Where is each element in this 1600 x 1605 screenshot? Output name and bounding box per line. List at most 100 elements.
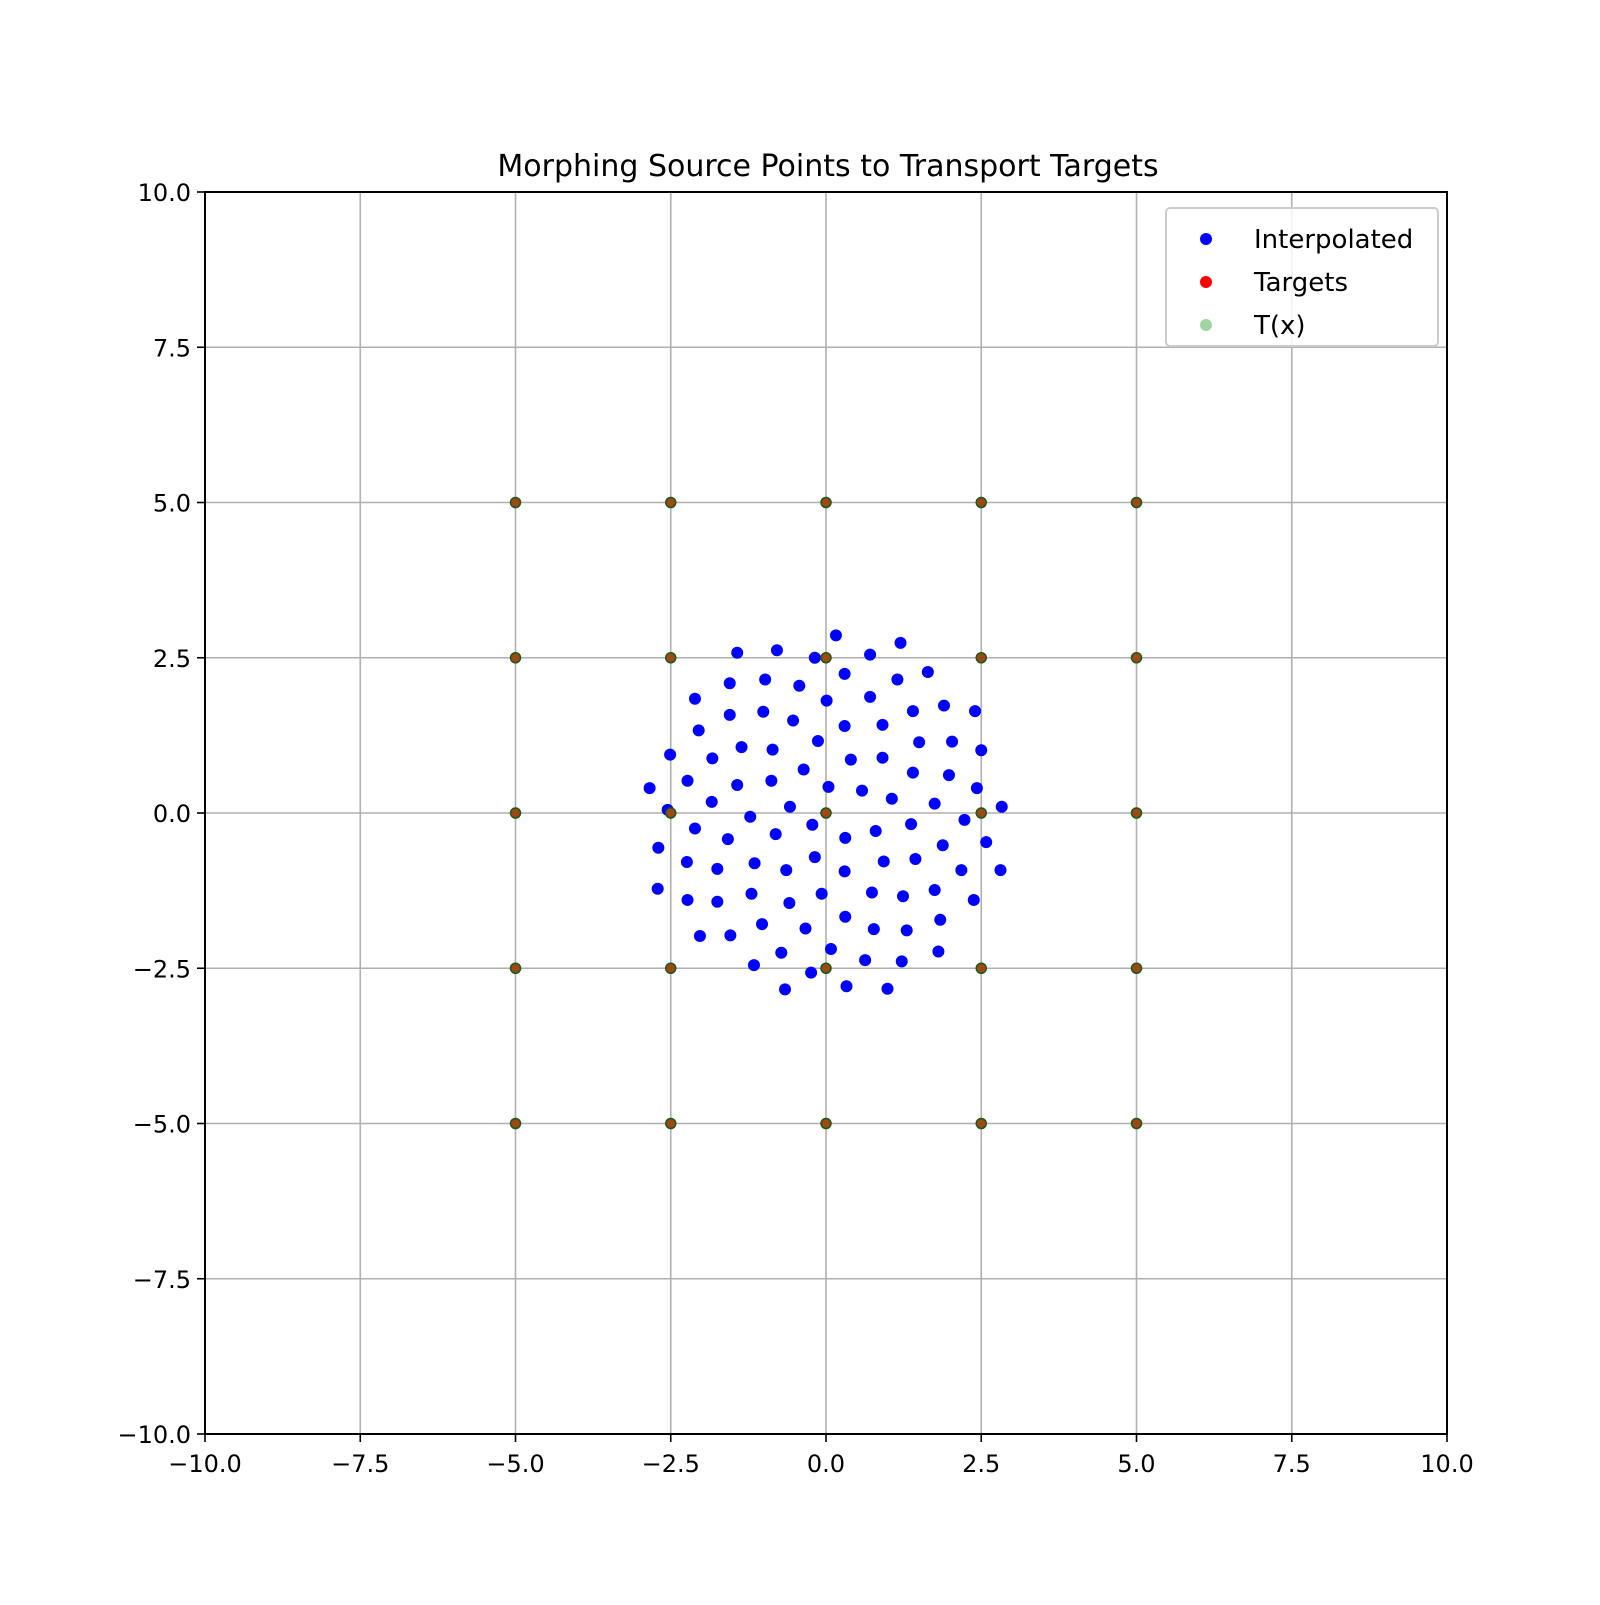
transport-point — [665, 1117, 677, 1130]
target-point — [821, 808, 831, 818]
interpolated-point — [735, 741, 748, 754]
transport-point — [665, 962, 677, 974]
interpolated-point — [731, 646, 744, 659]
chart-title: Morphing Source Points to Transport Targ… — [497, 149, 1158, 184]
interpolated-point — [900, 924, 913, 937]
interpolated-point — [955, 864, 968, 877]
target-point — [665, 808, 676, 818]
target-point — [510, 808, 521, 818]
interpolated-point — [864, 648, 877, 661]
transport-point — [665, 807, 677, 819]
interpolated-point — [688, 692, 701, 705]
interpolated-point — [967, 893, 980, 906]
interpolated-point — [994, 864, 1007, 877]
interpolated-point — [867, 923, 880, 936]
interpolated-point — [775, 946, 788, 959]
interpolated-point — [970, 782, 983, 795]
interpolated-point — [906, 766, 919, 779]
interpolated-point — [793, 679, 806, 692]
interpolated-point — [829, 629, 842, 642]
interpolated-point — [844, 753, 857, 766]
y-tick-label: −10.0 — [117, 1421, 191, 1449]
interpolated-point — [905, 818, 918, 831]
target-point — [665, 963, 676, 974]
interpolated-point — [937, 699, 950, 712]
legend-label: Interpolated — [1254, 225, 1413, 255]
interpolated-point — [811, 734, 824, 747]
transport-point — [509, 807, 522, 819]
interpolated-point — [805, 966, 818, 979]
transport-point — [665, 496, 677, 509]
interpolated-point — [958, 813, 971, 826]
target-point — [976, 963, 987, 974]
interpolated-point — [787, 714, 800, 727]
interpolated-point — [864, 690, 877, 703]
interpolated-point — [706, 752, 719, 765]
interpolated-point — [936, 839, 949, 852]
transport-point — [509, 496, 522, 509]
y-tick-label: −5.0 — [133, 1111, 191, 1139]
target-point — [510, 652, 521, 663]
interpolated-point — [838, 865, 851, 878]
interpolated-point — [693, 929, 706, 942]
interpolated-point — [766, 743, 779, 756]
interpolated-point — [885, 792, 898, 805]
transport-point — [975, 1117, 987, 1130]
data-points — [509, 496, 1143, 1130]
transport-point — [820, 962, 832, 974]
y-tick-label: −7.5 — [133, 1266, 191, 1294]
target-point — [1131, 808, 1142, 818]
legend-marker-interpolated — [1200, 233, 1212, 245]
interpolated-point — [808, 651, 821, 664]
x-tick-label: 10.0 — [1420, 1450, 1473, 1478]
y-tick-label: 10.0 — [138, 179, 191, 207]
interpolated-point — [928, 884, 941, 897]
transport-point — [509, 652, 522, 664]
transport-point — [975, 496, 987, 509]
legend-marker-targets — [1200, 276, 1212, 288]
interpolated-point — [969, 705, 982, 718]
transport-point — [665, 652, 677, 664]
interpolated-point — [928, 797, 941, 810]
x-tick-label: 2.5 — [962, 1450, 1000, 1478]
target-point — [1131, 1118, 1142, 1129]
x-tick-label: 0.0 — [807, 1450, 845, 1478]
x-tick-label: 7.5 — [1273, 1450, 1311, 1478]
interpolated-point — [856, 784, 869, 797]
interpolated-point — [995, 800, 1008, 813]
legend-box — [1165, 207, 1439, 347]
interpolated-point — [897, 890, 910, 903]
interpolated-point — [942, 769, 955, 782]
transport-point — [820, 652, 832, 664]
interpolated-point — [769, 828, 782, 841]
transport-point — [820, 496, 832, 509]
interpolated-point — [757, 705, 770, 718]
y-tick-label: 5.0 — [153, 490, 191, 518]
interpolated-point — [815, 887, 828, 900]
interpolated-point — [876, 751, 889, 764]
interpolated-point — [975, 744, 988, 757]
interpolated-point — [980, 836, 993, 849]
interpolated-point — [906, 705, 919, 718]
target-point — [976, 497, 987, 508]
interpolated-point — [744, 810, 757, 823]
interpolated-point — [651, 882, 664, 895]
transport-point — [1130, 652, 1143, 664]
target-point — [976, 1118, 987, 1129]
interpolated-point — [748, 857, 761, 870]
interpolated-point — [895, 955, 908, 968]
x-tick-label: −5.0 — [486, 1450, 544, 1478]
interpolated-point — [724, 929, 737, 942]
legend-label: Targets — [1253, 268, 1348, 298]
interpolated-point — [681, 893, 694, 906]
interpolated-point — [839, 910, 852, 923]
target-point — [510, 963, 521, 974]
interpolated-point — [745, 887, 758, 900]
interpolated-point — [759, 673, 772, 686]
interpolated-point — [705, 795, 718, 808]
interpolated-point — [881, 982, 894, 995]
axis-ticks: −10.0 −7.5 −5.0 −2.5 0.0 2.5 5.0 7.5 10.0 −10.0 −7… — [117, 179, 1473, 1478]
target-point — [1131, 963, 1142, 974]
legend: Interpolated Targets T(x) — [1165, 207, 1439, 347]
y-tick-label: 0.0 — [153, 800, 191, 828]
